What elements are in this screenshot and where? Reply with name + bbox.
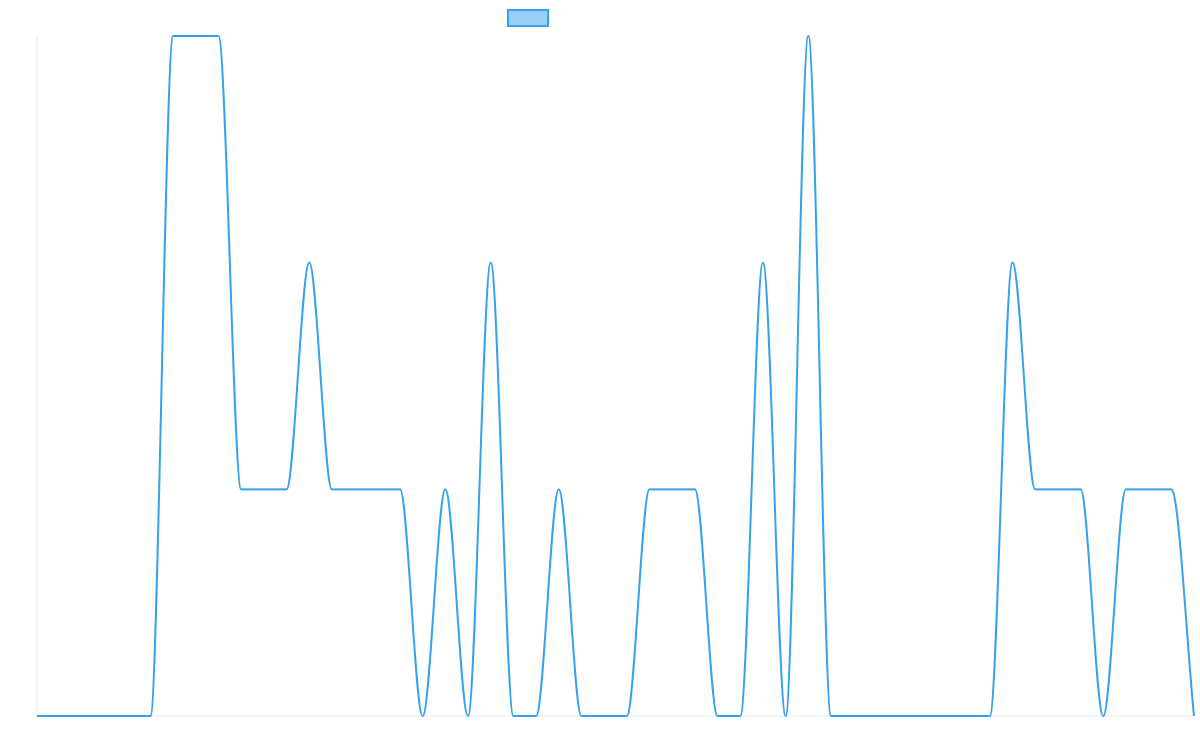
data-point	[215, 33, 221, 39]
data-point	[488, 260, 494, 266]
data-point	[669, 486, 675, 492]
data-point	[57, 713, 63, 719]
data-point	[170, 33, 176, 39]
data-point	[352, 486, 358, 492]
data-point	[1168, 486, 1174, 492]
data-point	[102, 713, 108, 719]
data-point	[238, 486, 244, 492]
data-point	[692, 486, 698, 492]
data-point	[533, 713, 539, 719]
data-point	[284, 486, 290, 492]
data-point	[647, 486, 653, 492]
data-point	[147, 713, 153, 719]
data-point	[783, 713, 789, 719]
data-point	[1010, 260, 1016, 266]
data-point	[578, 713, 584, 719]
data-point	[805, 33, 811, 39]
data-point	[125, 713, 131, 719]
data-point	[1055, 486, 1061, 492]
data-point	[896, 713, 902, 719]
data-point	[329, 486, 335, 492]
data-point	[465, 713, 471, 719]
data-point	[987, 713, 993, 719]
series-line	[37, 35, 1195, 717]
legend[interactable]	[507, 9, 549, 27]
data-point	[306, 260, 312, 266]
data-point	[873, 713, 879, 719]
data-point	[851, 713, 857, 719]
data-point	[624, 713, 630, 719]
data-point	[34, 713, 40, 719]
data-point	[919, 713, 925, 719]
data-point	[828, 713, 834, 719]
data-points	[34, 33, 1197, 719]
data-point	[1032, 486, 1038, 492]
data-point	[737, 713, 743, 719]
data-point	[442, 486, 448, 492]
data-point	[1100, 713, 1106, 719]
series-group	[37, 35, 1195, 717]
data-point	[374, 486, 380, 492]
data-point	[79, 713, 85, 719]
data-point	[556, 486, 562, 492]
data-point	[261, 486, 267, 492]
data-point	[964, 713, 970, 719]
data-point	[1146, 486, 1152, 492]
axes	[36, 36, 1194, 717]
data-point	[1078, 486, 1084, 492]
data-point	[760, 260, 766, 266]
data-point	[397, 486, 403, 492]
data-point	[1123, 486, 1129, 492]
data-point	[510, 713, 516, 719]
data-point	[420, 713, 426, 719]
data-point	[941, 713, 947, 719]
data-point	[193, 33, 199, 39]
data-point	[601, 713, 607, 719]
data-point	[715, 713, 721, 719]
legend-swatch[interactable]	[507, 9, 549, 27]
data-point	[1191, 713, 1197, 719]
